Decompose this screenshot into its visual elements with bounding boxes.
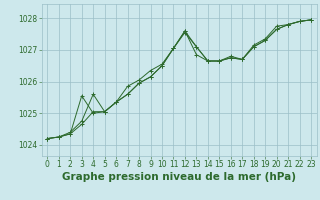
- X-axis label: Graphe pression niveau de la mer (hPa): Graphe pression niveau de la mer (hPa): [62, 172, 296, 182]
